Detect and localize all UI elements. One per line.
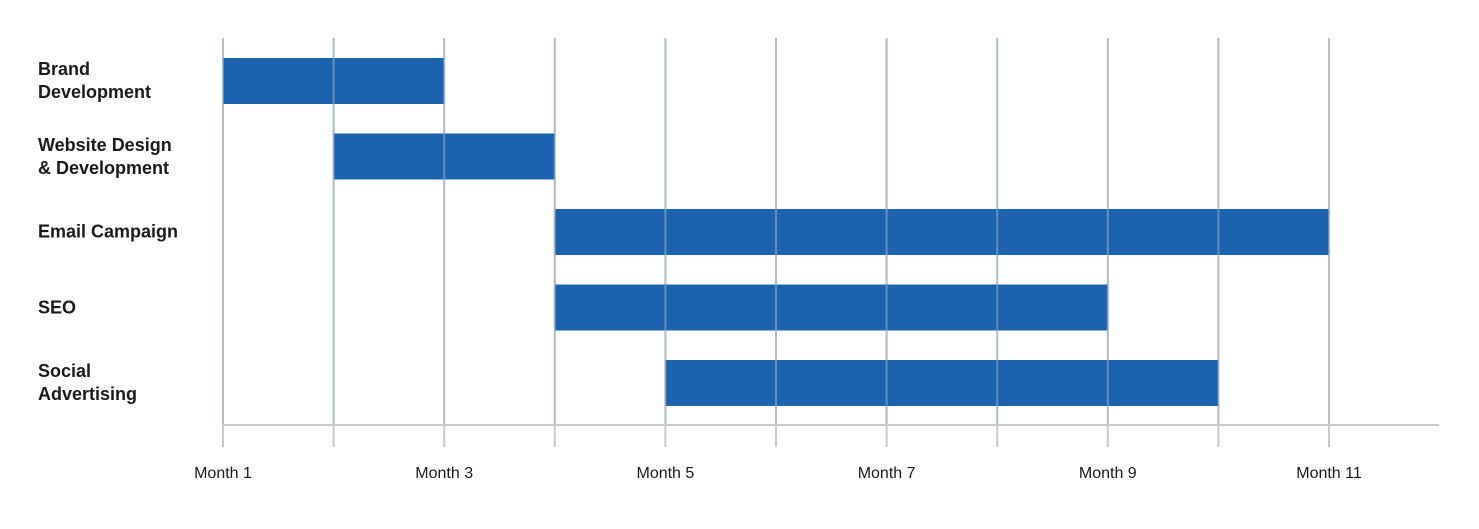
task-label: SEO bbox=[38, 297, 77, 317]
task-bar bbox=[665, 360, 1219, 406]
x-tick-label: Month 11 bbox=[1296, 465, 1362, 482]
x-tick-label: Month 9 bbox=[1079, 465, 1137, 482]
overlay-grid-layer bbox=[222, 38, 1330, 425]
x-tick-label: Month 3 bbox=[415, 465, 473, 482]
task-label: Email Campaign bbox=[38, 221, 179, 242]
x-tick-label: Month 1 bbox=[194, 465, 252, 482]
task-label: Social Advertising bbox=[38, 361, 138, 404]
x-tick-label: Month 5 bbox=[636, 465, 694, 482]
task-bar bbox=[554, 284, 1108, 331]
x-axis: Month 1 Month 3 Month 5 Month 7 Month 9 Month… bbox=[194, 424, 1439, 482]
task-bar bbox=[554, 209, 1329, 255]
x-tick-label: Month 7 bbox=[858, 465, 916, 482]
task-label: Brand Development bbox=[38, 59, 152, 102]
task-label: Website Design & Development bbox=[38, 134, 172, 178]
